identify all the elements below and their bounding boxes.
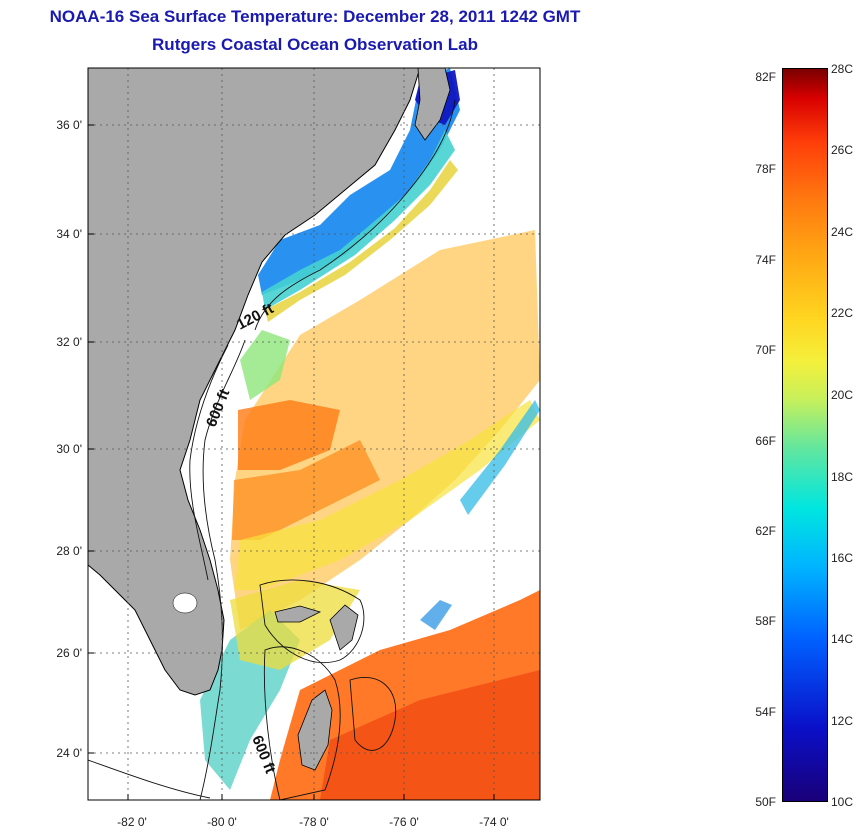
- land-outer-banks: [414, 68, 451, 141]
- sst-imagery: [200, 68, 540, 800]
- colorbar-c-label: 18C: [831, 470, 854, 484]
- lat-label: 28 0': [56, 544, 82, 558]
- lon-label: -76 0': [389, 815, 419, 829]
- contour-600ft: [199, 339, 246, 800]
- colorbar-f-label: 62F: [755, 524, 776, 538]
- lat-label: 24 0': [56, 746, 82, 760]
- land-bahamas-abaco: [329, 604, 359, 651]
- sst-streaks-green: [240, 330, 290, 400]
- colorbar-c-label: 14C: [831, 632, 854, 646]
- colorbar-c-label: 28C: [831, 62, 854, 76]
- map-title: NOAA-16 Sea Surface Temperature: Decembe…: [49, 7, 581, 26]
- colorbar-f-label: 70F: [755, 343, 776, 357]
- sst-coastal-cyan: [262, 130, 455, 310]
- lat-label: 30 0': [56, 442, 82, 456]
- sst-shelf-yellow: [265, 160, 458, 322]
- bathymetry-contours: [88, 99, 456, 800]
- latitude-labels: 24 0' 26 0' 28 0' 30 0' 32 0' 34 0' 36 0…: [56, 118, 82, 760]
- lon-label: -78 0': [299, 815, 329, 829]
- map-grid: [88, 68, 540, 800]
- colorbar-c-label: 10C: [831, 795, 854, 809]
- lat-label: 26 0': [56, 646, 82, 660]
- sst-warm-southeast-red: [320, 670, 540, 800]
- colorbar-f-label: 66F: [755, 434, 776, 448]
- colorbar-f-label: 50F: [755, 795, 776, 809]
- contour-southern-banks: [349, 676, 397, 751]
- colorbar-f-label: 78F: [755, 162, 776, 176]
- contour-florida-keys: [88, 759, 211, 799]
- lon-label: -82 0': [117, 815, 147, 829]
- contour-bahamas-bank: [259, 579, 365, 664]
- sst-swath-orange: [238, 400, 340, 470]
- colorbar-c-label: 26C: [831, 143, 854, 157]
- sst-east-streak: [460, 400, 540, 515]
- lake-okeechobee: [172, 592, 198, 614]
- colorbar-f-label: 74F: [755, 253, 776, 267]
- sst-swath-orange-lower: [232, 440, 380, 540]
- lon-label: -80 0': [207, 815, 237, 829]
- colorbar-c-label: 20C: [831, 388, 854, 402]
- temperature-colorbar: [782, 68, 828, 802]
- longitude-labels: -82 0' -80 0' -78 0' -76 0' -74 0': [117, 815, 509, 829]
- contour-120ft: [254, 99, 456, 331]
- map-subtitle: Rutgers Coastal Ocean Observation Lab: [152, 35, 478, 54]
- lat-label: 34 0': [56, 227, 82, 241]
- lat-label: 32 0': [56, 335, 82, 349]
- colorbar-c-label: 12C: [831, 714, 854, 728]
- sst-streaks-yellow: [235, 400, 540, 590]
- contour-great-bahama-bank: [263, 646, 341, 800]
- colorbar-c-label: 16C: [831, 551, 854, 565]
- colorbar-c-label: 22C: [831, 306, 854, 320]
- land-bahamas-grand: [274, 605, 322, 623]
- colorbar-f-label: 54F: [755, 705, 776, 719]
- colorbar-c-label: 24C: [831, 225, 854, 239]
- axis-tick-marks: [88, 124, 495, 800]
- contour-coastal: [189, 344, 229, 581]
- colorbar-f-label: 58F: [755, 614, 776, 628]
- sst-patch-small: [420, 600, 452, 630]
- lon-label: -74 0': [479, 815, 509, 829]
- colorbar-f-label: 82F: [755, 70, 776, 84]
- sst-coastal-cold: [258, 68, 460, 295]
- lat-label: 36 0': [56, 118, 82, 132]
